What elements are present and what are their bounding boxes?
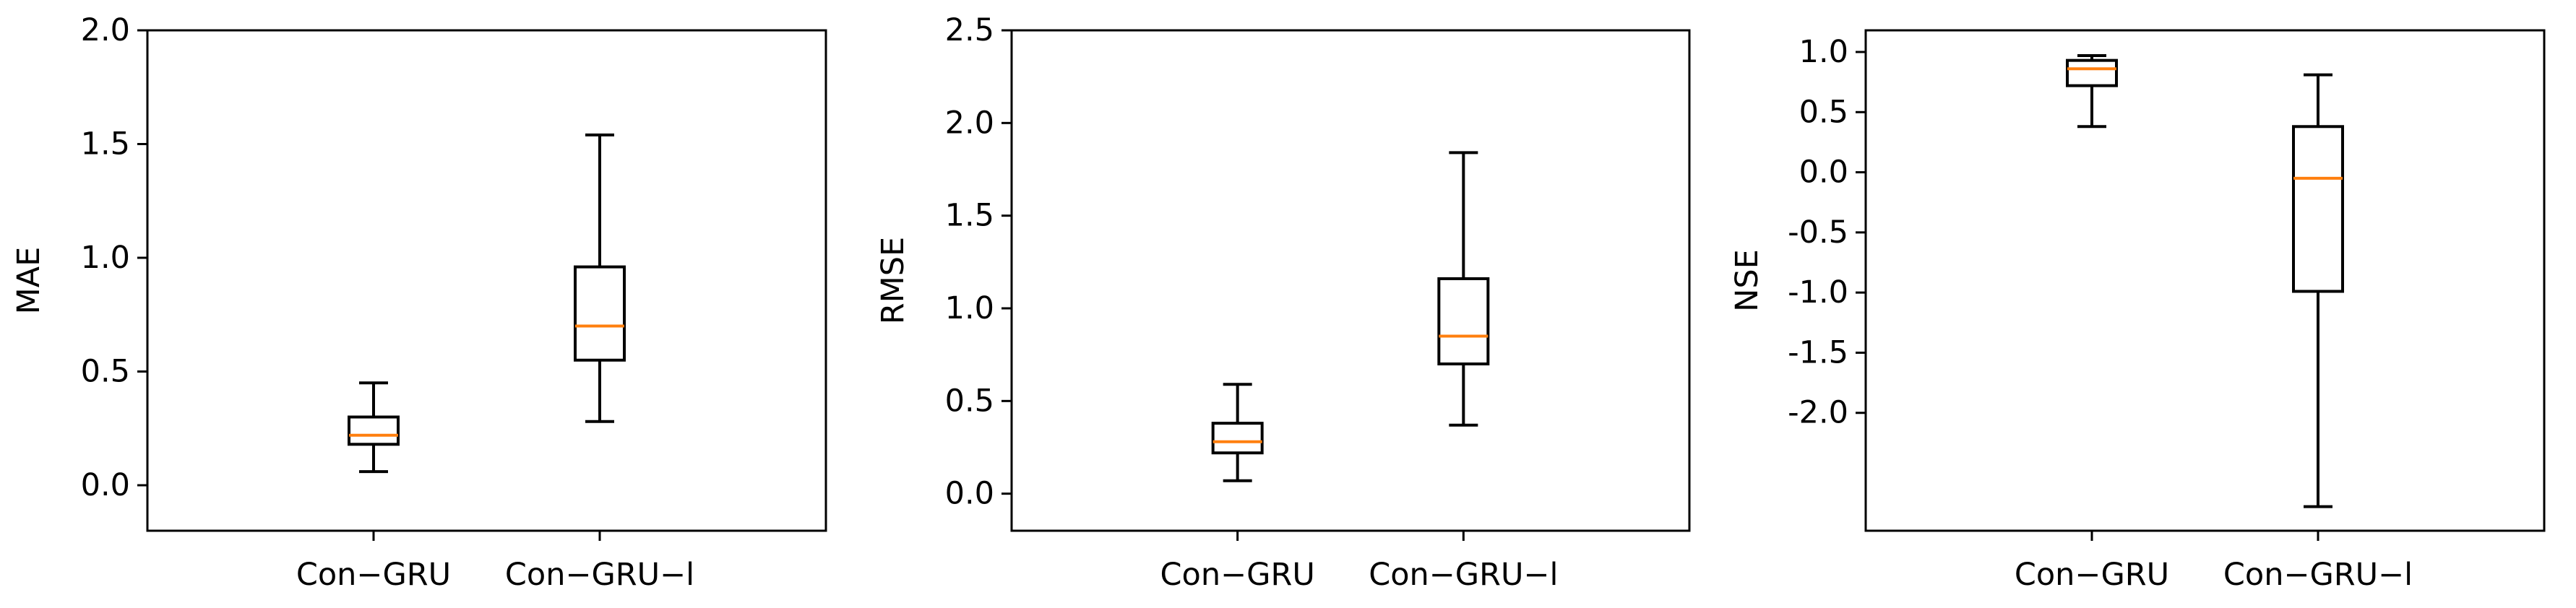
iqr-box — [1437, 277, 1490, 365]
x-tick-label: Con−GRU — [296, 557, 451, 593]
y-tick-label: 2.5 — [945, 12, 994, 48]
y-tick-label: 1.0 — [1799, 34, 1848, 70]
x-tick-label: Con−GRU — [1160, 557, 1315, 593]
iqr-box — [2066, 58, 2118, 87]
box-1 — [574, 133, 626, 423]
chart-panel-1: 0.0 0.5 1.0 1.5 2.0 2.5 Con−GRU Con−GRU−l RMSE — [875, 12, 1691, 593]
y-tick-label: -0.5 — [1788, 214, 1848, 251]
y-tick-label: 1.0 — [945, 290, 994, 326]
y-axis-label: MAE — [11, 247, 47, 315]
y-tick-label: 1.5 — [945, 198, 994, 234]
y-tick-label: -1.0 — [1788, 274, 1848, 310]
plot-frame — [1010, 29, 1691, 532]
y-tick-label: 1.5 — [81, 126, 130, 162]
y-tick-label: 1.0 — [81, 240, 130, 276]
box-0 — [1211, 383, 1264, 482]
y-tick-label: 0.0 — [81, 467, 130, 503]
x-tick-label: Con−GRU−l — [505, 557, 694, 593]
y-axis-label: NSE — [1729, 249, 1765, 312]
x-tick-label: Con−GRU−l — [2223, 557, 2413, 593]
y-tick-label: 2.0 — [81, 12, 130, 48]
y-tick-label: 0.0 — [1799, 155, 1848, 191]
iqr-box — [2292, 125, 2344, 293]
iqr-box — [348, 415, 400, 446]
chart-panel-0: 0.0 0.5 1.0 1.5 2.0 Con−GRU Con−GRU−l MAE — [11, 12, 827, 593]
box-1 — [2292, 73, 2344, 508]
y-tick-label: 0.5 — [81, 354, 130, 390]
y-tick-label: -1.5 — [1788, 334, 1848, 370]
y-axis-label: RMSE — [875, 237, 911, 324]
box-1 — [1437, 151, 1490, 427]
iqr-box — [574, 265, 626, 362]
y-tick-label: 0.5 — [1799, 94, 1848, 130]
box-0 — [2066, 53, 2118, 129]
chart-panel-2: 1.0 0.5 0.0 -0.5 -1.0 -1.5 -2.0 Con−GRU Con−GRU−… — [1729, 29, 2546, 593]
y-tick-label: 0.5 — [945, 383, 994, 419]
plot-frame — [146, 29, 827, 532]
plot-frame — [1864, 29, 2546, 532]
y-tick-label: 2.0 — [945, 105, 994, 141]
y-tick-label: 0.0 — [945, 476, 994, 512]
box-0 — [348, 381, 400, 474]
x-tick-label: Con−GRU−l — [1369, 557, 1558, 593]
x-tick-label: Con−GRU — [2015, 557, 2169, 593]
iqr-box — [1211, 422, 1264, 455]
y-tick-label: -2.0 — [1788, 395, 1848, 431]
